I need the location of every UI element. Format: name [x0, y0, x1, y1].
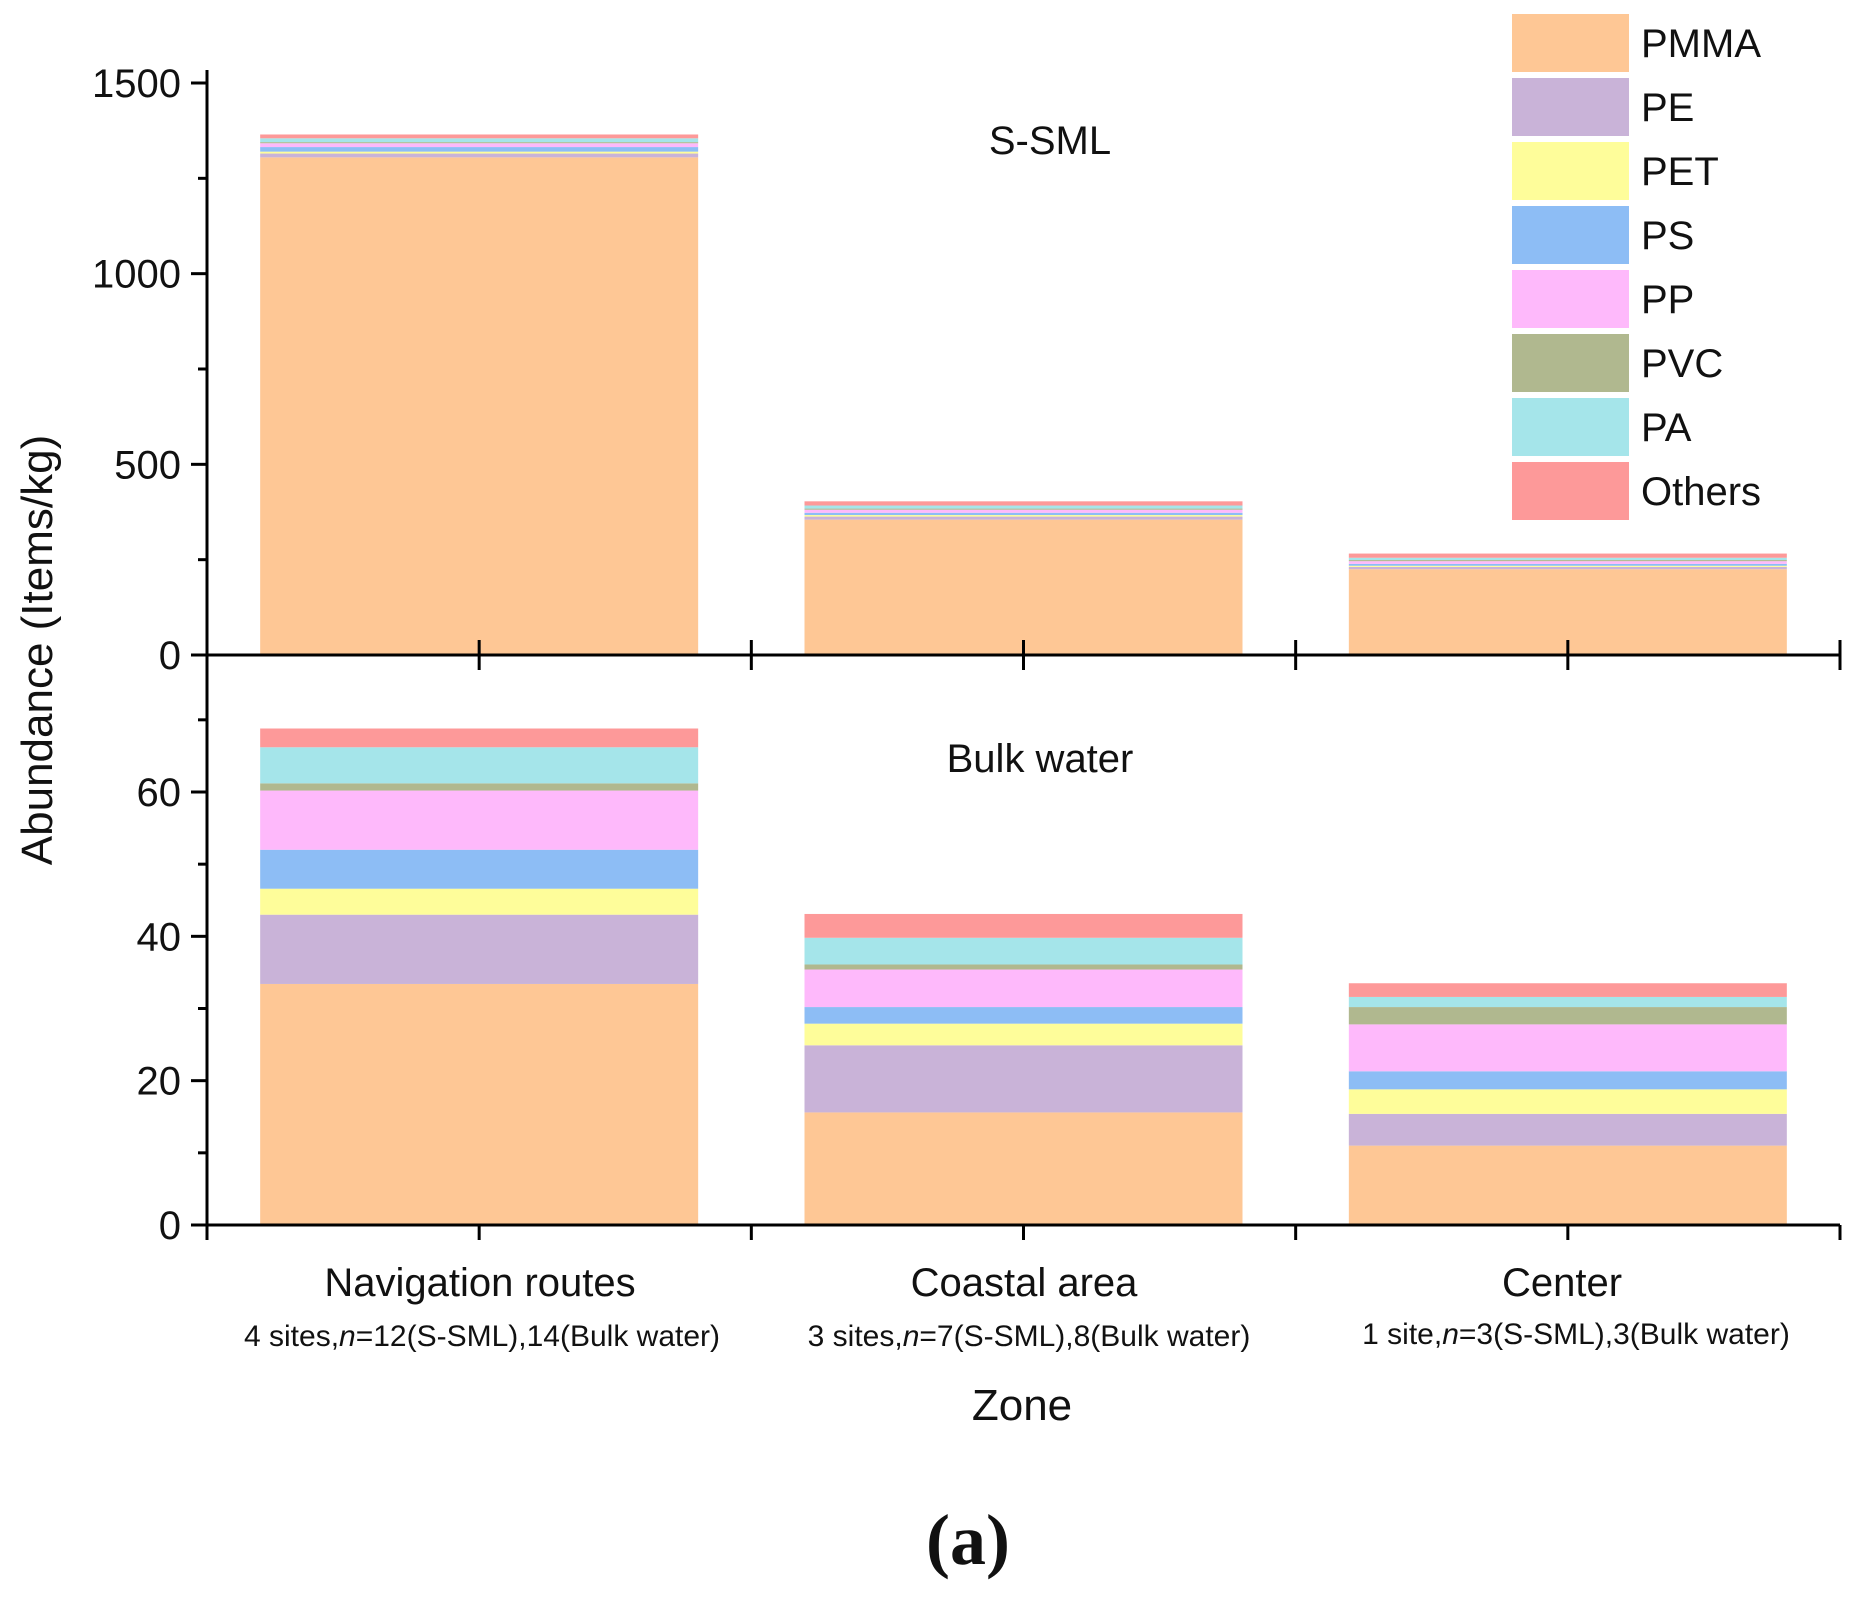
bar-segment-s-sml-pvc-2 [1348, 560, 1787, 562]
category-note-2: 1 site,n=3(S-SML),3(Bulk water) [1362, 1318, 1790, 1351]
bar-segment-s-sml-pvc-0 [260, 142, 699, 144]
bar-segment-bulk-water-ps-2 [1348, 1071, 1787, 1090]
bar-segment-s-sml-pet-0 [260, 151, 699, 154]
bar-segment-bulk-water-pp-2 [1348, 1024, 1787, 1072]
category-label-0: Navigation routes [324, 1261, 635, 1305]
bar-segment-bulk-water-pe-1 [804, 1045, 1243, 1113]
bar-segment-s-sml-ps-2 [1348, 563, 1787, 566]
axes-layer: 0 500 1000 1500 0 20 40 60 [92, 62, 1842, 1248]
legend-label-pmma: PMMA [1641, 22, 1761, 66]
category-note-0: 4 sites,n=12(S-SML),14(Bulk water) [244, 1320, 720, 1353]
bar-segment-bulk-water-pvc-2 [1348, 1007, 1787, 1025]
bar-segment-bulk-water-others-2 [1348, 983, 1787, 997]
y-tick-label-0-3: 1500 [92, 62, 181, 106]
bar-segment-s-sml-pa-1 [804, 505, 1243, 509]
bar-segment-bulk-water-pa-1 [804, 937, 1243, 965]
panel-label-top: S-SML [989, 119, 1111, 163]
category-note-1: 3 sites,n=7(S-SML),8(Bulk water) [808, 1320, 1251, 1353]
bar-segment-s-sml-pa-0 [260, 138, 699, 143]
bar-segment-s-sml-pvc-1 [804, 508, 1243, 510]
y-tick-label-0-2: 1000 [92, 253, 181, 297]
legend-swatch-pe [1512, 78, 1629, 136]
legend-label-pa: PA [1641, 406, 1692, 450]
bar-segment-s-sml-others-2 [1348, 553, 1787, 558]
legend-swatch-pp [1512, 270, 1629, 328]
figure-label: (a) [926, 1500, 1010, 1580]
bar-segment-s-sml-pet-1 [804, 515, 1243, 517]
bar-segment-bulk-water-pvc-0 [260, 783, 699, 791]
legend-label-pet: PET [1641, 150, 1719, 194]
legend-label-pvc: PVC [1641, 342, 1723, 386]
bar-segment-s-sml-pp-2 [1348, 561, 1787, 564]
bar-segment-s-sml-pet-2 [1348, 565, 1787, 567]
legend-swatch-pvc [1512, 334, 1629, 392]
legend-swatch-ps [1512, 206, 1629, 264]
bar-segment-s-sml-others-0 [260, 134, 699, 139]
y-tick-label-1-1: 20 [137, 1060, 182, 1104]
category-label-2: Center [1502, 1261, 1622, 1305]
legend-label-others: Others [1641, 470, 1761, 514]
bar-segment-s-sml-pp-1 [804, 509, 1243, 513]
bar-segment-bulk-water-ps-1 [804, 1007, 1243, 1024]
bar-segment-bulk-water-pe-0 [260, 914, 699, 984]
legend-label-pe: PE [1641, 86, 1694, 130]
y-axis-title: Abundance (Items/kg) [13, 435, 62, 865]
legend-swatch-others [1512, 462, 1629, 520]
bar-segment-bulk-water-pe-2 [1348, 1113, 1787, 1146]
bar-segment-bulk-water-pvc-1 [804, 964, 1243, 970]
bar-segment-bulk-water-others-1 [804, 913, 1243, 938]
legend-label-ps: PS [1641, 214, 1694, 258]
bar-segment-s-sml-pp-0 [260, 143, 699, 148]
bar-segment-s-sml-pe-0 [260, 153, 699, 158]
category-label-1: Coastal area [911, 1261, 1139, 1305]
bar-segment-s-sml-pe-1 [804, 516, 1243, 520]
y-tick-label-0-0: 0 [159, 634, 181, 678]
bar-segment-s-sml-pmma-0 [260, 157, 699, 656]
y-tick-label-1-3: 60 [137, 771, 182, 815]
bar-segment-bulk-water-pet-1 [804, 1023, 1243, 1046]
panel-label-bottom: Bulk water [947, 737, 1134, 781]
bar-segment-bulk-water-pet-2 [1348, 1089, 1787, 1114]
legend-swatch-pet [1512, 142, 1629, 200]
bar-segment-bulk-water-others-0 [260, 728, 699, 748]
legend-swatch-pmma [1512, 14, 1629, 72]
y-tick-label-1-0: 0 [159, 1204, 181, 1248]
legend: PMMA PE PET PS PP PVC PA Others [1512, 14, 1761, 520]
bar-segment-s-sml-pmma-1 [804, 519, 1243, 655]
labels-layer: S-SML Bulk water Abundance (Items/kg) Zo… [13, 119, 1790, 1580]
y-tick-label-0-1: 500 [114, 443, 181, 487]
legend-swatch-pa [1512, 398, 1629, 456]
bar-segment-bulk-water-pa-0 [260, 747, 699, 784]
bar-segment-bulk-water-pa-2 [1348, 996, 1787, 1008]
bar-segment-bulk-water-pp-0 [260, 790, 699, 850]
legend-label-pp: PP [1641, 278, 1694, 322]
bar-segment-bulk-water-pmma-1 [804, 1112, 1243, 1225]
x-axis-title: Zone [972, 1381, 1072, 1430]
bar-segment-bulk-water-ps-0 [260, 849, 699, 889]
bar-segment-bulk-water-pmma-2 [1348, 1145, 1787, 1225]
bar-segment-s-sml-pa-2 [1348, 557, 1787, 561]
bar-segment-bulk-water-pp-1 [804, 969, 1243, 1008]
bar-segment-s-sml-ps-0 [260, 147, 699, 152]
bar-segment-s-sml-others-1 [804, 501, 1243, 506]
bar-segment-s-sml-ps-1 [804, 512, 1243, 516]
bar-segment-bulk-water-pmma-0 [260, 983, 699, 1225]
bar-segment-s-sml-pe-2 [1348, 566, 1787, 570]
bar-segment-bulk-water-pet-0 [260, 888, 699, 915]
y-tick-label-1-2: 40 [137, 915, 182, 959]
